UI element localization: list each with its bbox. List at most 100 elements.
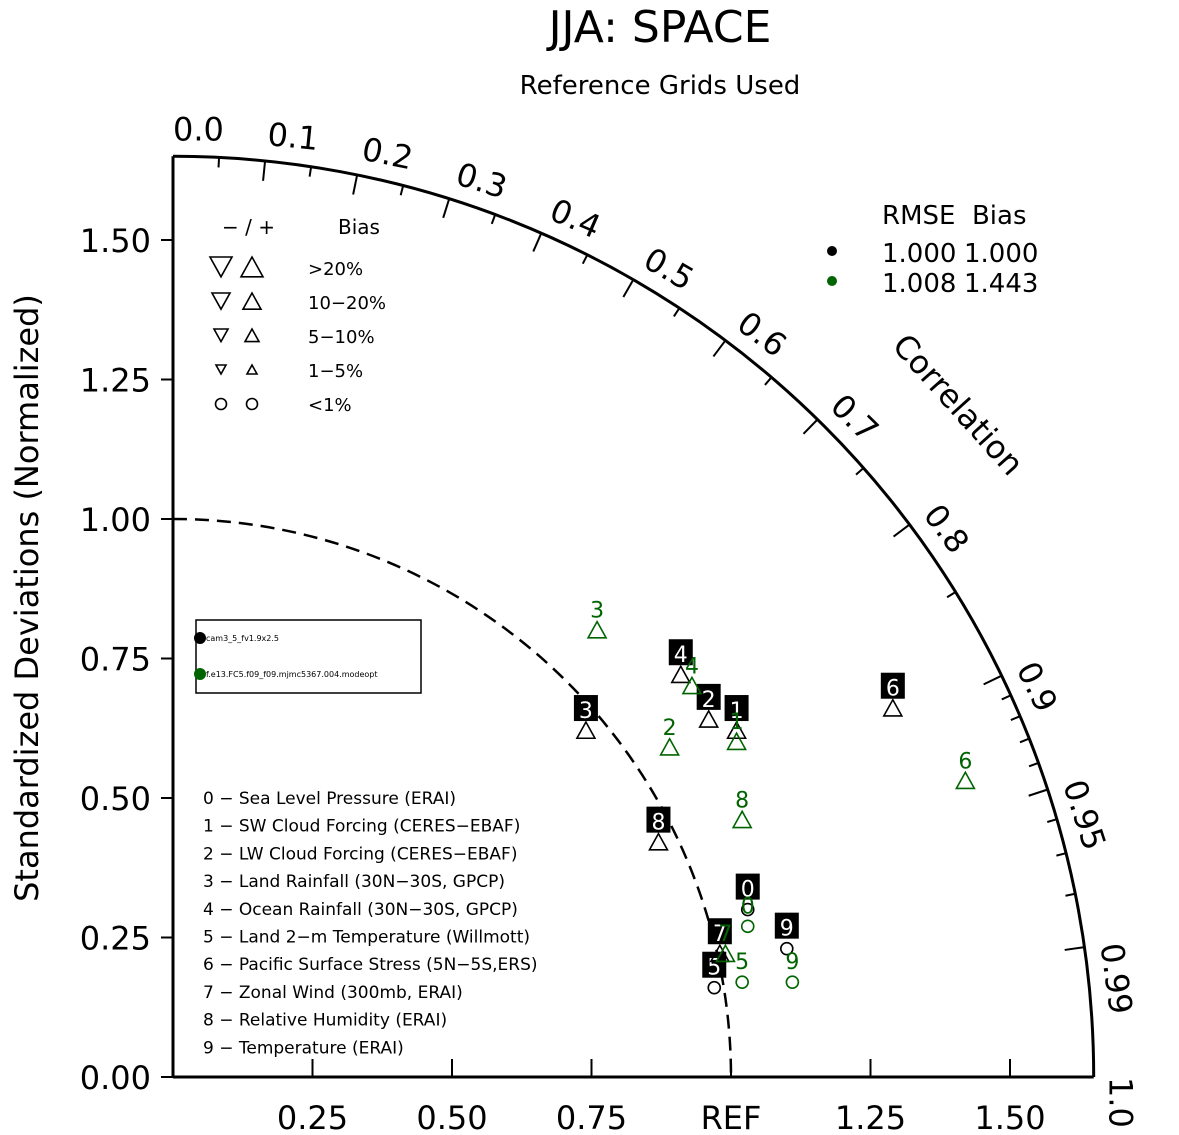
y-axis-label: Standardized Deviations (Normalized) [8, 294, 46, 902]
data-point-label-box [573, 695, 598, 722]
data-point-marker [698, 709, 720, 728]
bias-down-triangle [214, 364, 228, 376]
stats-dot-case-1 [827, 246, 837, 256]
data-point-label: 5 [707, 956, 721, 981]
corr-tick-label: 0.2 [359, 130, 416, 177]
bias-legend-row-label: <1% [308, 395, 352, 416]
corr-tick [490, 214, 497, 225]
variable-legend-item: 5 − Land 2−m Temperature (Willmott) [203, 928, 530, 948]
bias-legend-row-label: >20% [308, 259, 363, 280]
corr-tick [764, 376, 773, 386]
corr-tick-label: 1.0 [1102, 1077, 1140, 1128]
data-point-marker [715, 943, 736, 963]
x-tick-label: 1.25 [835, 1099, 906, 1135]
data-point-label: 2 [702, 688, 716, 713]
data-point-label: 4 [674, 643, 688, 668]
data-point-label-box [880, 672, 905, 699]
bias-legend-row-label: 10−20% [308, 293, 386, 314]
data-point-label: 3 [590, 599, 604, 624]
case-name-1: cam3_5_fv1.9x2.5 [206, 634, 279, 643]
x-tick-label: 1.50 [974, 1099, 1045, 1135]
corr-tick [262, 160, 267, 181]
reference-arc [172, 517, 733, 1078]
corr-tick-label: 0.99 [1092, 941, 1140, 1017]
data-point-label: 9 [785, 950, 799, 975]
data-point-label: 7 [713, 922, 727, 947]
data-point-label: 3 [579, 699, 593, 724]
variable-legend-item: 3 − Land Rainfall (30N−30S, GPCP) [203, 872, 505, 892]
outer-arc [172, 154, 1096, 1078]
corr-tick [712, 339, 727, 358]
corr-tick-label: 0.8 [916, 497, 977, 561]
corr-tick [1019, 737, 1030, 744]
corr-tick [532, 232, 543, 252]
data-point-marker [740, 919, 755, 934]
data-point-label: 8 [735, 788, 749, 813]
corr-tick [1010, 715, 1021, 721]
correlation-label: Correlation [885, 326, 1031, 483]
data-point-label: 0 [741, 878, 755, 903]
data-point-marker [681, 675, 703, 695]
data-point-marker [785, 975, 800, 989]
variable-legend-item: 8 − Relative Humidity (ERAI) [203, 1011, 447, 1031]
plot-frame [171, 154, 1096, 1079]
bias-down-triangle [212, 328, 230, 344]
case-legend: cam3_5_fv1.9x2.5 f.e13.FC5.f09_f09.mjmc5… [194, 619, 422, 694]
data-point-marker [726, 731, 747, 751]
data-point-marker [779, 941, 794, 956]
data-point-label: 5 [735, 950, 749, 975]
stats-legend: RMSE Bias 1.000 1.000 1.008 1.443 [827, 201, 1038, 299]
bias-circle [214, 397, 228, 411]
data-point-marker [707, 980, 722, 995]
data-point-label: 6 [886, 677, 900, 702]
corr-tick [1064, 946, 1085, 951]
bias-legend-row-label: 1−5% [308, 361, 363, 382]
bias-legend-row-label: 5−10% [308, 327, 375, 348]
data-point-label-box [774, 912, 799, 939]
stats-legend-header: RMSE Bias [882, 201, 1027, 231]
data-point-marker [726, 720, 747, 740]
corr-tick [673, 307, 681, 317]
x-axis-ticks: 0.25 0.50 0.75 REF 1.25 1.50 [277, 1059, 1046, 1135]
y-tick-label: 1.50 [80, 222, 151, 260]
variable-legend-item: 4 − Ocean Rainfall (30N−30S, GPCP) [203, 900, 518, 920]
corr-tick-label: 0.3 [452, 155, 512, 207]
corr-tick-label: 0.6 [730, 304, 794, 365]
corr-tick-label: 0.7 [823, 387, 886, 450]
data-point-label-box [735, 873, 760, 900]
data-point-marker [575, 720, 597, 740]
data-point-marker [731, 809, 753, 829]
case-name-2: f.e13.FC5.f09_f09.mjmc5367.004.modeopt [206, 670, 378, 679]
corr-tick [217, 157, 221, 168]
x-tick-label: 0.75 [556, 1099, 627, 1135]
data-point-label: 4 [685, 654, 699, 679]
corr-tick [581, 254, 589, 265]
y-tick-label: 1.25 [80, 362, 151, 400]
data-point-label-box [646, 806, 671, 833]
corr-tick [1065, 892, 1076, 897]
chart-subtitle: Reference Grids Used [520, 71, 801, 101]
bias-up-triangle [239, 255, 265, 278]
corr-tick [442, 198, 451, 219]
y-tick-label: 0.00 [80, 1059, 151, 1097]
data-point-label-box [696, 683, 721, 710]
y-axis-ticks: 0.00 0.25 0.50 0.75 1.00 1.25 1.50 [80, 222, 173, 1097]
y-tick-label: 0.75 [80, 641, 151, 679]
data-point-label: 6 [958, 749, 972, 774]
variable-legend-item: 0 − Sea Level Pressure (ERAI) [203, 789, 456, 809]
corr-tick-label: 0.1 [266, 115, 320, 158]
data-point-label: 1 [730, 699, 744, 724]
variable-legend: 0 − Sea Level Pressure (ERAI) 1 − SW Clou… [203, 789, 538, 1058]
stats-rmse-case-2: 1.008 [882, 269, 956, 299]
stats-rmse-case-1: 1.000 [882, 239, 956, 269]
case-dot-2 [194, 668, 206, 680]
x-tick-label: 0.25 [277, 1099, 348, 1135]
stats-bias-case-1: 1.000 [964, 239, 1038, 269]
data-point-label: 0 [741, 894, 755, 919]
case-dot-1 [194, 632, 206, 644]
corr-tick [622, 279, 635, 298]
y-tick-label: 0.25 [80, 920, 151, 958]
corr-tick [855, 467, 865, 476]
